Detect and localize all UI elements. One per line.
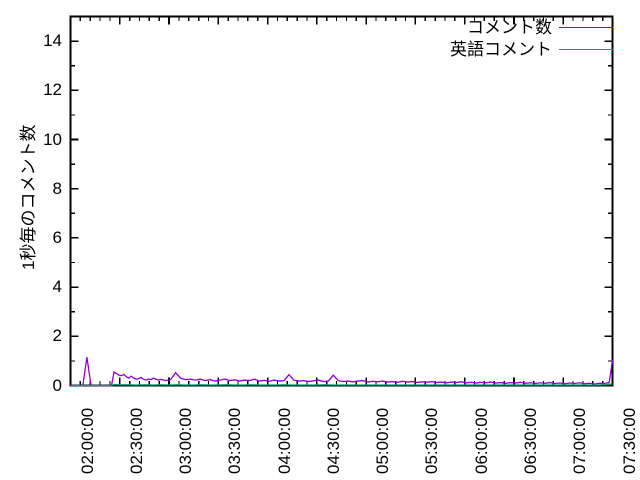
x-tick-label: 02:30:00 <box>126 407 146 474</box>
x-tick-label: 05:00:00 <box>373 407 393 474</box>
y-tick-label: 6 <box>52 227 62 247</box>
legend-entry: コメント数 <box>467 18 613 37</box>
legend-entry: 英語コメント <box>450 40 613 59</box>
series-line-2 <box>70 383 613 387</box>
x-tick-label: 06:00:00 <box>471 407 491 474</box>
x-tick-label: 03:00:00 <box>176 407 196 474</box>
legend-color-swatch <box>559 27 613 28</box>
x-tick-label: 06:30:00 <box>520 407 540 474</box>
legend-color-swatch <box>559 49 613 50</box>
legend-label: 英語コメント <box>450 40 552 59</box>
x-tick-label: 04:30:00 <box>323 407 343 474</box>
series-line-1 <box>70 357 614 387</box>
y-tick-label: 8 <box>52 178 62 198</box>
y-tick-label: 10 <box>43 129 62 149</box>
y-tick-label: 4 <box>52 277 62 297</box>
y-tick-label: 14 <box>43 31 62 51</box>
x-tick-label: 07:00:00 <box>570 407 590 474</box>
legend: コメント数英語コメント <box>450 18 613 59</box>
x-tick-label: 02:00:00 <box>77 407 97 474</box>
x-tick-label: 04:00:00 <box>274 407 294 474</box>
tick-marks <box>69 15 614 387</box>
y-tick-label: 12 <box>43 80 62 100</box>
data-series-group <box>70 357 614 387</box>
x-tick-label: 03:30:00 <box>225 407 245 474</box>
x-tick-label: 05:30:00 <box>422 407 442 474</box>
x-tick-label: 07:30:00 <box>619 407 639 474</box>
legend-label: コメント数 <box>467 18 552 37</box>
y-tick-label: 2 <box>52 326 62 346</box>
axis-frame <box>69 15 614 387</box>
y-tick-label: 0 <box>52 375 62 395</box>
